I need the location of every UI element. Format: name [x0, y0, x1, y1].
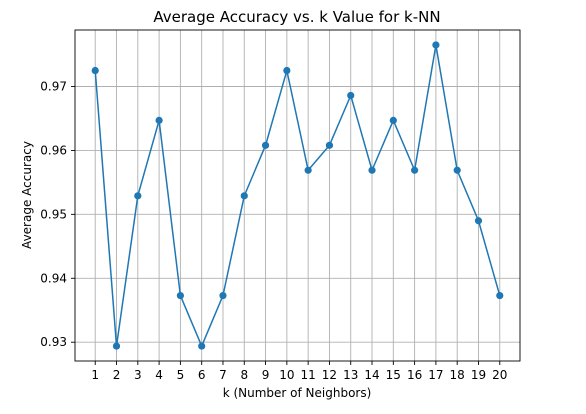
y-tick-label: 0.94 [40, 271, 67, 285]
data-point [134, 192, 142, 200]
data-point [304, 166, 312, 174]
chart-title: Average Accuracy vs. k Value for k-NN [153, 8, 440, 26]
data-point [261, 141, 270, 149]
x-tick-label: 3 [134, 368, 142, 382]
data-point [283, 66, 291, 75]
data-point [474, 217, 483, 225]
x-tick-label: 12 [322, 368, 337, 382]
data-point [432, 41, 440, 49]
data-point [176, 291, 184, 300]
x-tick-label: 14 [364, 368, 379, 382]
series-layer [91, 41, 504, 350]
data-point [453, 166, 461, 174]
x-tick-label: 1 [91, 368, 99, 382]
grid-layer [75, 30, 520, 361]
y-axis-label: Average Accuracy [20, 141, 34, 249]
data-point [198, 342, 206, 350]
x-tick-label: 11 [301, 368, 316, 382]
data-point [496, 291, 504, 300]
x-tick-label: 6 [198, 368, 206, 382]
y-tick-label: 0.95 [40, 207, 67, 221]
x-tick-label: 18 [450, 368, 465, 382]
data-point [325, 141, 334, 149]
x-tick-label: 20 [492, 368, 507, 382]
y-tick-label: 0.93 [40, 335, 67, 349]
y-tick-label: 0.96 [40, 143, 67, 157]
data-point [91, 66, 99, 75]
data-point [347, 91, 355, 100]
x-tick-label: 15 [386, 368, 401, 382]
data-point [219, 291, 227, 300]
plot-frame [74, 29, 521, 362]
x-axis-label: k (Number of Neighbors) [223, 386, 372, 400]
data-point [112, 342, 121, 350]
data-point [240, 192, 248, 200]
x-tick-label: 2 [113, 368, 121, 382]
data-point [411, 166, 419, 174]
data-point [368, 166, 376, 174]
x-tick-label: 10 [279, 368, 294, 382]
series-line [94, 44, 501, 348]
x-tick-label: 8 [240, 368, 248, 382]
data-point [155, 116, 163, 124]
x-tick-label: 19 [471, 368, 486, 382]
tick-layer: 1 2 3 4 5 6 7 8 9 10 11 12 13 14 15 16 17 18 19 200.930.940… [40, 80, 507, 382]
x-tick-label: 9 [262, 368, 270, 382]
x-tick-label: 16 [407, 368, 422, 382]
x-tick-label: 13 [343, 368, 358, 382]
data-point [389, 116, 397, 124]
x-tick-label: 17 [428, 368, 443, 382]
x-tick-label: 5 [177, 368, 185, 382]
y-tick-label: 0.97 [40, 80, 67, 94]
x-tick-label: 7 [219, 368, 227, 382]
x-tick-label: 4 [155, 368, 163, 382]
